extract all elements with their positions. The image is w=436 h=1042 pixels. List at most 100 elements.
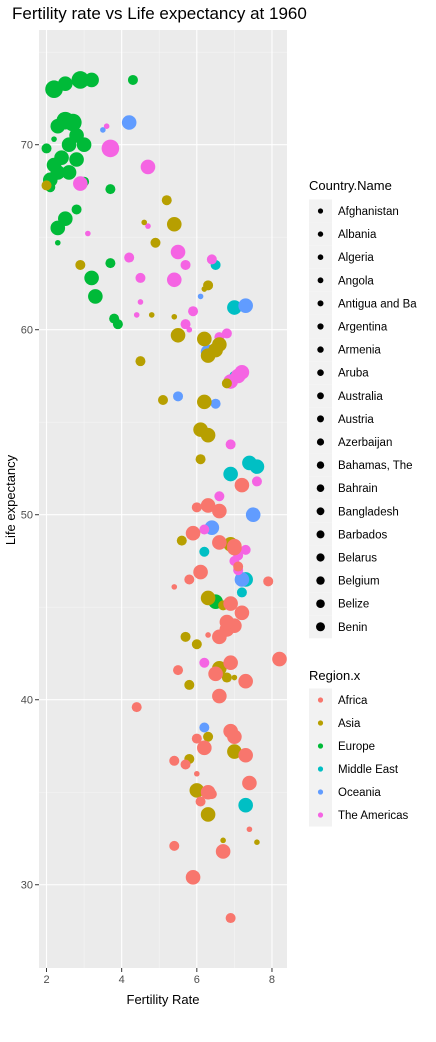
color-legend-dot [317, 789, 324, 795]
color-legend-label: Africa [338, 695, 368, 707]
data-point [246, 826, 253, 833]
color-legend-dot [317, 720, 324, 726]
data-point [197, 740, 212, 756]
data-point [101, 139, 120, 158]
size-legend-label: Armenia [338, 345, 381, 357]
data-point [148, 312, 155, 318]
size-legend-dot [317, 323, 324, 330]
data-point [121, 115, 137, 130]
size-legend-dot [317, 231, 324, 237]
size-legend-label: Belgium [338, 576, 380, 588]
size-legend-label: Bangladesh [338, 506, 399, 518]
size-legend-label: Afghanistan [338, 206, 399, 218]
data-point [194, 770, 200, 777]
x-axis-title: Fertility Rate [127, 992, 200, 1007]
data-point [212, 503, 227, 519]
size-legend-label: Bahamas, The [338, 460, 413, 472]
color-legend-dot [317, 743, 324, 749]
data-point [41, 143, 52, 154]
color-legend-dot [317, 766, 324, 772]
y-tick-label: 30 [21, 880, 33, 892]
data-point [219, 614, 235, 630]
data-point [200, 807, 216, 822]
color-legend: Region.x Africa Asia Europe Middle East Ocea… [309, 668, 409, 827]
chart-title: Fertility rate vs Life expectancy at 196… [12, 4, 307, 23]
data-point [197, 331, 212, 347]
data-point [203, 731, 214, 742]
data-point [197, 293, 204, 300]
data-point [206, 254, 217, 265]
data-point [176, 535, 187, 546]
data-point [184, 574, 195, 585]
data-point [236, 587, 247, 598]
data-point [208, 666, 223, 682]
size-legend-label: Antigua and Ba [338, 298, 417, 310]
data-point [263, 576, 274, 587]
size-legend-dot [317, 254, 324, 260]
data-point [105, 258, 116, 269]
data-point [58, 76, 73, 91]
data-point [227, 744, 242, 759]
data-point [231, 674, 238, 681]
data-point [124, 252, 135, 263]
y-tick-label: 70 [21, 140, 33, 152]
color-legend-label: The Americas [338, 810, 409, 822]
data-point [75, 259, 86, 270]
size-legend-dot [316, 622, 325, 632]
data-point [203, 280, 214, 291]
data-point [200, 590, 216, 606]
data-point [272, 651, 287, 667]
data-point [191, 502, 202, 513]
data-point [223, 655, 238, 671]
size-legend-title: Country.Name [309, 178, 392, 193]
data-point [191, 733, 202, 744]
size-legend-label: Angola [338, 275, 374, 287]
size-legend-label: Belarus [338, 553, 377, 565]
size-legend-dot [316, 599, 325, 608]
data-point [180, 631, 191, 642]
size-legend-label: Belize [338, 599, 369, 611]
data-point [199, 546, 210, 557]
data-point [137, 299, 144, 305]
size-legend-dot [317, 300, 324, 307]
x-axis: 2 4 6 8 [43, 968, 275, 986]
data-point [145, 223, 151, 229]
size-legend-dot [317, 277, 324, 284]
data-point [166, 272, 182, 288]
size-legend-label: Algeria [338, 252, 374, 264]
data-point [212, 535, 227, 550]
size-legend-dot [317, 415, 324, 423]
data-point [184, 679, 195, 690]
x-tick-label: 4 [119, 974, 125, 986]
data-point [234, 605, 250, 621]
data-point [105, 184, 116, 195]
data-point [150, 237, 161, 248]
size-legend-label: Azerbaijan [338, 437, 392, 449]
color-legend-dot [317, 697, 324, 703]
data-point [61, 165, 77, 180]
data-point [61, 137, 77, 153]
data-point [54, 239, 61, 246]
color-legend-label: Asia [338, 718, 361, 730]
y-tick-label: 50 [21, 510, 33, 522]
data-point [199, 722, 210, 733]
size-legend-label: Argentina [338, 322, 388, 334]
color-legend-label: Oceania [338, 787, 381, 799]
size-legend-label: Austria [338, 414, 374, 426]
data-point [170, 244, 186, 260]
data-point [188, 306, 199, 317]
data-point [238, 298, 253, 313]
data-point [199, 524, 210, 535]
data-point [84, 270, 99, 286]
data-point [51, 136, 57, 142]
data-point [73, 176, 88, 191]
size-legend-dot [316, 461, 325, 469]
size-legend-dot [316, 553, 325, 562]
data-point [173, 665, 184, 676]
data-point [221, 378, 232, 389]
data-point [180, 259, 191, 270]
size-legend-label: Barbados [338, 529, 387, 541]
size-legend-label: Australia [338, 391, 383, 403]
data-point [234, 572, 250, 587]
x-tick-label: 6 [194, 974, 200, 986]
